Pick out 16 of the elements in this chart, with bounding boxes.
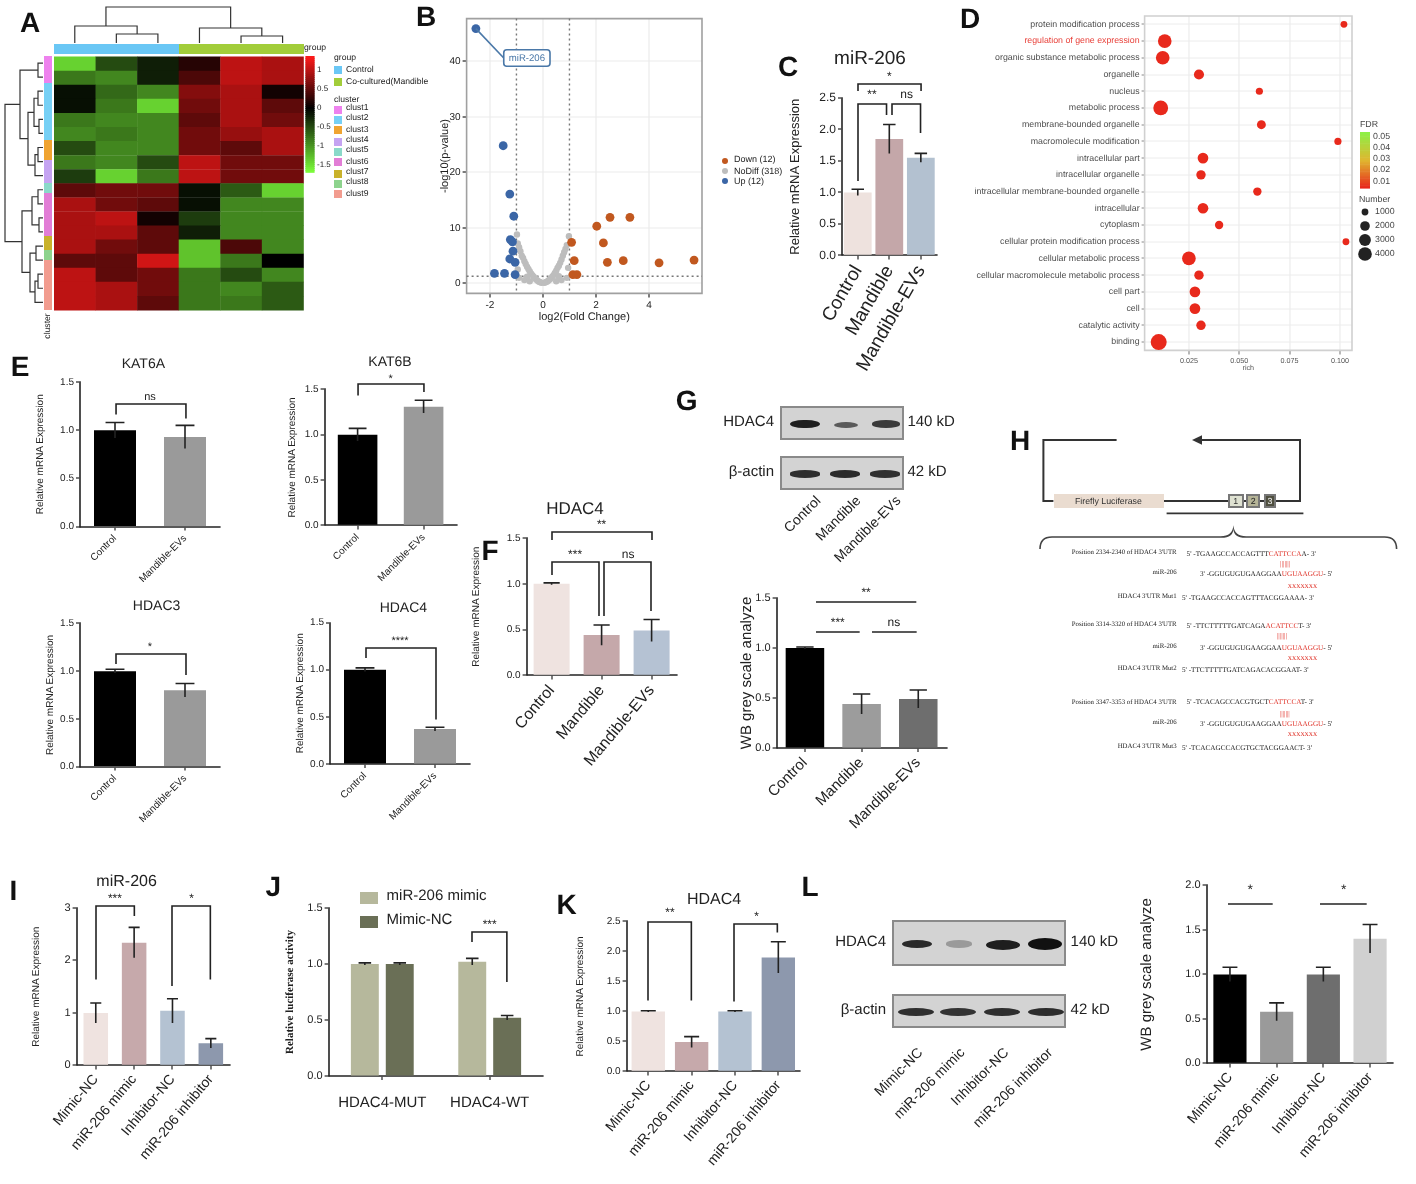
chart-title: miR-206 <box>834 48 906 71</box>
text: E <box>10 349 30 382</box>
chart-title: HDAC4 <box>686 890 742 910</box>
chart-title: HDAC4 <box>546 498 604 519</box>
text: F <box>481 533 499 567</box>
text: A <box>19 5 41 39</box>
text: L <box>801 870 819 903</box>
text: B <box>415 0 437 33</box>
chart-title: miR-206 <box>96 872 157 891</box>
text: D <box>959 1 981 35</box>
text: I <box>9 873 18 907</box>
text: K <box>556 887 577 920</box>
text: J <box>265 869 282 903</box>
text: H <box>1009 423 1031 457</box>
text: G <box>675 383 698 417</box>
text: C <box>777 49 799 83</box>
